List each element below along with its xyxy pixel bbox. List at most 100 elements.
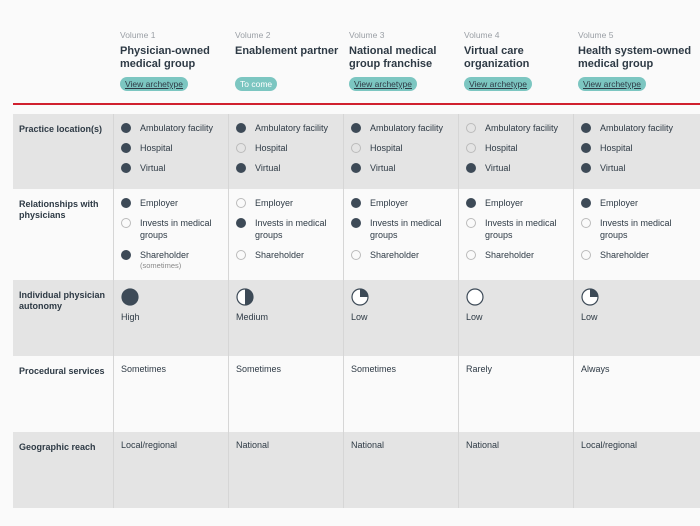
item-label: Ambulatory facility <box>600 123 674 133</box>
filled-dot-icon <box>581 123 591 133</box>
item-label: Employer <box>140 198 179 208</box>
cell-value: Always <box>581 364 610 374</box>
item-label: Hospital <box>140 143 173 153</box>
cell-value: Rarely <box>466 364 493 374</box>
row-label: Procedural services <box>19 366 105 376</box>
cell: Employer Invests in medical groups Shareho… <box>573 189 688 280</box>
cell: Ambulatory facility Hospital Virtual <box>458 114 573 189</box>
row-label: Practice location(s) <box>19 124 103 134</box>
item-label: Employer <box>255 198 294 208</box>
autonomy-level: Low <box>466 312 483 322</box>
harvey-ball-icon <box>351 288 369 306</box>
column-header: Volume 4 Virtual care organization View … <box>464 30 579 92</box>
list-item: Shareholder <box>351 249 451 261</box>
cell: Low <box>458 280 573 356</box>
filled-dot-icon <box>351 123 361 133</box>
header-divider <box>13 103 700 105</box>
item-label: Ambulatory facility <box>485 123 559 133</box>
list-item: Employer <box>581 197 681 209</box>
filled-dot-icon <box>466 198 476 208</box>
cell-value: Sometimes <box>351 364 397 374</box>
harvey-ball-icon <box>581 288 599 306</box>
empty-dot-icon <box>581 218 591 228</box>
list-item: Employer <box>466 197 566 209</box>
filled-dot-icon <box>236 163 246 173</box>
to-come-badge: To come <box>235 77 278 91</box>
list-item: Ambulatory facility <box>466 122 566 134</box>
column-header: Volume 3 National medical group franchis… <box>349 30 464 92</box>
item-label: Ambulatory facility <box>255 123 329 133</box>
list-item: Invests in medical groups <box>466 217 566 241</box>
list-item: Ambulatory facility <box>236 122 336 134</box>
cell: Low <box>573 280 688 356</box>
list-item: Hospital <box>581 142 681 154</box>
filled-dot-icon <box>581 163 591 173</box>
cell: Medium <box>228 280 343 356</box>
column-title: Health system-owned medical group <box>578 45 692 70</box>
row-autonomy: Individual physician autonomy High Medium L… <box>13 280 700 356</box>
item-label: Hospital <box>485 143 518 153</box>
cell: National <box>228 432 343 508</box>
row-practice: Practice location(s) Ambulatory facility H… <box>13 114 700 189</box>
list-item: Hospital <box>236 142 336 154</box>
autonomy-level: Medium <box>236 312 269 322</box>
item-label: Shareholder <box>600 250 650 260</box>
item-label: Invests in medical groups <box>140 218 212 240</box>
cell-value: Sometimes <box>121 364 167 374</box>
cell: Ambulatory facility Hospital Virtual <box>573 114 688 189</box>
volume-label: Volume 2 <box>235 30 271 40</box>
volume-label: Volume 1 <box>120 30 156 40</box>
column-title: National medical group franchise <box>349 45 437 70</box>
cell-value: Sometimes <box>236 364 282 374</box>
row-label: Geographic reach <box>19 442 96 452</box>
column-header: Volume 5 Health system-owned medical gro… <box>578 30 693 92</box>
harvey-ball-icon <box>121 288 139 306</box>
filled-dot-icon <box>236 123 246 133</box>
filled-dot-icon <box>236 218 246 228</box>
filled-dot-icon <box>121 123 131 133</box>
item-label: Invests in medical groups <box>370 218 442 240</box>
view-archetype-button[interactable]: View archetype <box>464 77 532 91</box>
cell-value: Local/regional <box>121 440 178 450</box>
item-label: Employer <box>485 198 524 208</box>
item-label: Employer <box>370 198 409 208</box>
empty-dot-icon <box>236 198 246 208</box>
cell: High <box>113 280 228 356</box>
filled-dot-icon <box>121 143 131 153</box>
item-label: Shareholder <box>255 250 305 260</box>
autonomy-level: Low <box>351 312 368 322</box>
cell: Always <box>573 356 688 432</box>
row-label: Individual physician autonomy <box>19 290 106 311</box>
filled-dot-icon <box>351 163 361 173</box>
column-title: Virtual care organization <box>464 45 530 70</box>
cell: National <box>458 432 573 508</box>
cell: Local/regional <box>113 432 228 508</box>
item-label: Hospital <box>600 143 633 153</box>
list-item: Virtual <box>121 162 221 174</box>
empty-dot-icon <box>466 143 476 153</box>
volume-label: Volume 4 <box>464 30 500 40</box>
list-item: Ambulatory facility <box>581 122 681 134</box>
empty-dot-icon <box>236 250 246 260</box>
view-archetype-button[interactable]: View archetype <box>120 77 188 91</box>
cell-value: National <box>351 440 385 450</box>
item-label: Ambulatory facility <box>140 123 214 133</box>
autonomy-level: High <box>121 312 140 322</box>
cell: Sometimes <box>228 356 343 432</box>
volume-label: Volume 5 <box>578 30 614 40</box>
view-archetype-button[interactable]: View archetype <box>349 77 417 91</box>
list-item: Shareholder <box>466 249 566 261</box>
column-header: Volume 1 Physician-owned medical group V… <box>120 30 235 92</box>
list-item: Employer <box>236 197 336 209</box>
list-item: Ambulatory facility <box>351 122 451 134</box>
harvey-ball-icon <box>466 288 484 306</box>
cell: Low <box>343 280 458 356</box>
row-label: Relationships with physicians <box>19 199 99 220</box>
row-reach: Geographic reach Local/regional National Na… <box>13 432 700 508</box>
item-label: Hospital <box>370 143 403 153</box>
list-item: Employer <box>121 197 221 209</box>
filled-dot-icon <box>351 218 361 228</box>
view-archetype-button[interactable]: View archetype <box>578 77 646 91</box>
row-relationships: Relationships with physicians Employer Inv… <box>13 189 700 280</box>
list-item: Virtual <box>581 162 681 174</box>
